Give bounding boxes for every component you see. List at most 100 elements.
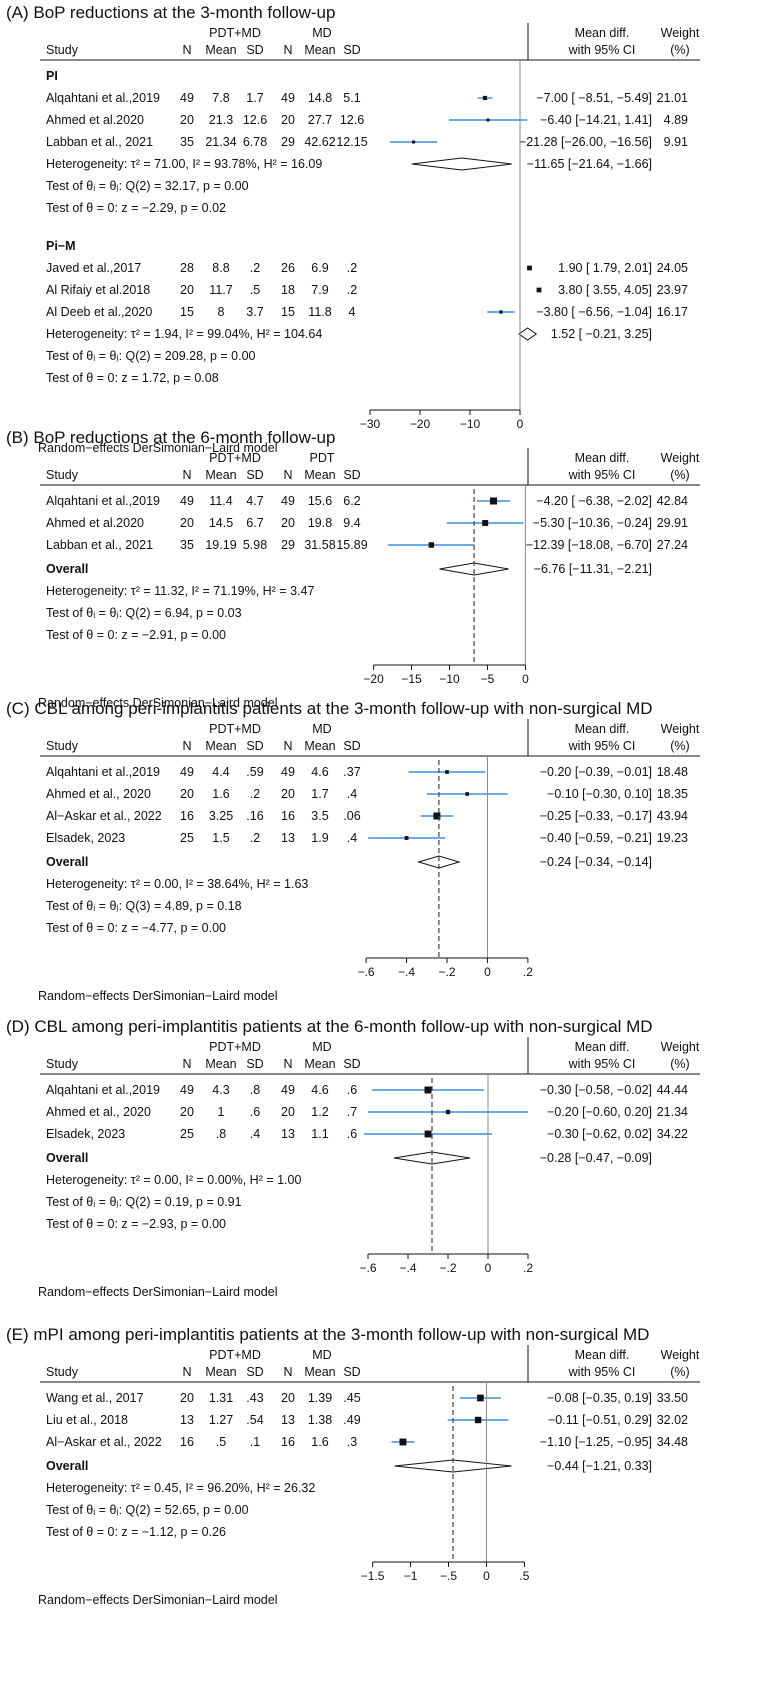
study-name: Wang et al., 2017 xyxy=(46,1391,144,1405)
sd1-value: .1 xyxy=(250,1435,260,1449)
effect-marker xyxy=(424,1130,432,1138)
weight-subheader: (%) xyxy=(670,468,689,482)
n1-value: 28 xyxy=(180,261,194,275)
mean1-header: Mean xyxy=(205,43,236,57)
sd2-value: 6.2 xyxy=(343,494,360,508)
stat-text: Test of θ = 0: z = −2.93, p = 0.00 xyxy=(46,1217,226,1231)
mean2-header: Mean xyxy=(304,468,335,482)
mean2-value: 1.1 xyxy=(311,1127,328,1141)
weight-value: 19.23 xyxy=(657,831,688,845)
group1-header: PDT+MD xyxy=(209,1040,261,1054)
forest-panel-d: (D) CBL among peri-implantitis patients … xyxy=(6,1017,700,1299)
effect-subheader: with 95% CI xyxy=(568,739,636,753)
mean1-value: 11.4 xyxy=(209,494,232,508)
sd2-header: SD xyxy=(343,1365,360,1379)
group1-header: PDT+MD xyxy=(209,451,261,465)
mean1-header: Mean xyxy=(205,1057,236,1071)
mean2-value: 15.6 xyxy=(308,494,332,508)
effect-header: Mean diff. xyxy=(575,722,630,736)
overall-effect-value: −6.76 [−11.31, −2.21] xyxy=(534,562,652,576)
sd2-value: .3 xyxy=(347,1435,357,1449)
mean2-header: Mean xyxy=(304,739,335,753)
effect-marker xyxy=(477,1394,484,1402)
effect-marker xyxy=(445,1109,451,1115)
forest-panel-a: (A) BoP reductions at the 3-month follow… xyxy=(6,3,700,455)
x-tick-label: 0 xyxy=(484,965,491,979)
sd2-value: .2 xyxy=(347,261,357,275)
effect-ci-value: −3.80 [ −6.56, −1.04] xyxy=(536,305,652,319)
weight-header: Weight xyxy=(661,722,700,736)
mean1-value: 19.19 xyxy=(205,538,236,552)
effect-ci-value: −1.10 [−1.25, −0.95] xyxy=(540,1435,652,1449)
weight-header: Weight xyxy=(661,26,700,40)
study-name: Ahmed et al.2020 xyxy=(46,113,144,127)
effect-marker xyxy=(536,287,542,293)
mean1-value: 1 xyxy=(218,1105,225,1119)
n1-value: 20 xyxy=(180,1391,194,1405)
sd2-value: .4 xyxy=(347,831,357,845)
sd2-value: .6 xyxy=(347,1127,357,1141)
x-tick-label: −10 xyxy=(460,417,481,431)
x-tick-label: .2 xyxy=(523,965,533,979)
effect-ci-value: −21.28 [−26.00, −16.56] xyxy=(519,135,652,149)
effect-header: Mean diff. xyxy=(575,1040,630,1054)
mean1-header: Mean xyxy=(205,739,236,753)
stat-text: Heterogeneity: τ² = 11.32, I² = 71.19%, … xyxy=(46,584,314,598)
forest-panel-c: (C) CBL among peri-implantitis patients … xyxy=(6,699,700,1003)
sd1-value: .5 xyxy=(250,283,260,297)
effect-subheader: with 95% CI xyxy=(568,1057,636,1071)
n1-value: 20 xyxy=(180,787,194,801)
mean2-header: Mean xyxy=(304,1365,335,1379)
x-tick-label: −1 xyxy=(404,1569,418,1583)
pooled-diamond xyxy=(411,157,512,171)
n1-value: 20 xyxy=(180,516,194,530)
sd1-header: SD xyxy=(246,43,263,57)
weight-subheader: (%) xyxy=(670,1365,689,1379)
sd2-value: 15.89 xyxy=(336,538,367,552)
n1-value: 35 xyxy=(180,538,194,552)
effect-ci-value: 3.80 [ 3.55, 4.05] xyxy=(558,283,652,297)
n1-header: N xyxy=(182,1365,191,1379)
n2-header: N xyxy=(283,1365,292,1379)
effect-header: Mean diff. xyxy=(575,1348,630,1362)
mean2-value: 6.9 xyxy=(311,261,328,275)
overall-effect-value: −0.28 [−0.47, −0.09] xyxy=(540,1151,652,1165)
mean1-value: 21.34 xyxy=(205,135,236,149)
overall-label: Overall xyxy=(46,1459,88,1473)
study-name: Alqahtani et al.,2019 xyxy=(46,765,160,779)
n2-value: 49 xyxy=(281,1083,295,1097)
weight-value: 44.44 xyxy=(657,1083,688,1097)
panel-title: (B) BoP reductions at the 6-month follow… xyxy=(6,428,335,447)
sd1-value: 6.78 xyxy=(243,135,267,149)
mean2-value: 4.6 xyxy=(311,1083,328,1097)
n2-value: 20 xyxy=(281,1391,295,1405)
study-name: Labban et al., 2021 xyxy=(46,135,153,149)
sd1-value: 6.7 xyxy=(246,516,263,530)
x-tick-label: −20 xyxy=(410,417,431,431)
effect-marker xyxy=(399,1438,407,1446)
n1-value: 15 xyxy=(180,305,194,319)
mean2-value: 3.5 xyxy=(311,809,328,823)
study-name: Alqahtani et al.,2019 xyxy=(46,1083,160,1097)
mean1-value: 11.7 xyxy=(209,283,232,297)
sd1-value: 1.7 xyxy=(246,91,263,105)
pooled-effect-value: −11.65 [−21.64, −1.66] xyxy=(527,157,652,171)
weight-value: 18.35 xyxy=(657,787,688,801)
x-tick-label: −1.5 xyxy=(361,1569,385,1583)
effect-ci-value: −0.30 [−0.58, −0.02] xyxy=(540,1083,652,1097)
study-name: Elsadek, 2023 xyxy=(46,1127,125,1141)
weight-value: 21.34 xyxy=(657,1105,688,1119)
study-header: Study xyxy=(46,1365,79,1379)
n1-value: 16 xyxy=(180,1435,194,1449)
mean1-value: 1.31 xyxy=(209,1391,233,1405)
sd2-value: .45 xyxy=(343,1391,360,1405)
overall-label: Overall xyxy=(46,855,88,869)
n2-value: 29 xyxy=(281,135,295,149)
n1-value: 25 xyxy=(180,1127,194,1141)
n2-value: 49 xyxy=(281,494,295,508)
study-header: Study xyxy=(46,739,79,753)
study-name: Alqahtani et al.,2019 xyxy=(46,91,160,105)
mean2-value: 7.9 xyxy=(311,283,328,297)
sd2-value: .49 xyxy=(343,1413,360,1427)
panel-title: (E) mPI among peri-implantitis patients … xyxy=(6,1325,649,1344)
